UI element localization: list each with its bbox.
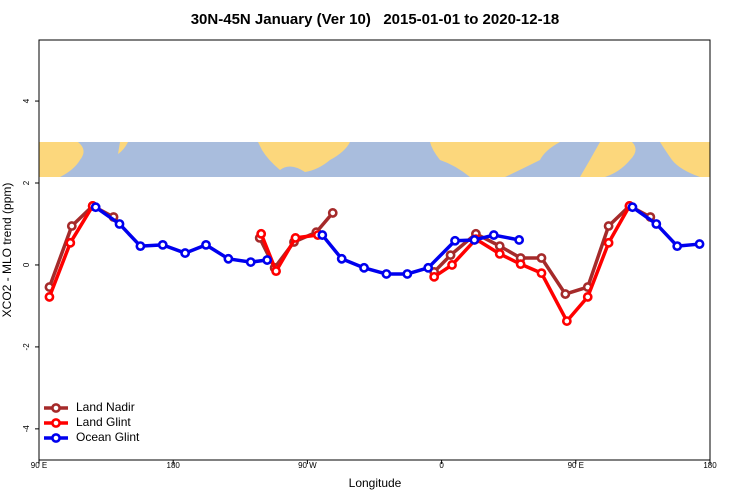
point (515, 259, 526, 270)
legend-marker (51, 418, 61, 428)
y-tick-label: -2 (22, 343, 31, 351)
x-tick-label: 180 (167, 461, 181, 470)
y-tick-label: 4 (22, 98, 31, 103)
chart-title: 30N-45N January (Ver 10) 2015-01-01 to 2… (191, 11, 560, 28)
point (223, 253, 234, 264)
point (359, 262, 369, 273)
y-axis-label: XCO2 - MLO trend (ppm) (0, 183, 14, 318)
point (536, 268, 547, 279)
point (271, 266, 281, 277)
series-line (47, 205, 632, 323)
point (402, 269, 413, 279)
point (327, 208, 338, 218)
point (536, 253, 547, 263)
point (245, 257, 256, 267)
point (672, 241, 683, 252)
world-map-strip (39, 142, 710, 177)
legend-label: Land Glint (76, 415, 131, 429)
x-tick-label: 180 (703, 461, 717, 470)
point (488, 230, 499, 240)
point (256, 228, 267, 239)
point (603, 237, 614, 248)
point (44, 292, 55, 302)
point (90, 202, 101, 213)
x-tick-label: 90 W (298, 461, 317, 470)
point (694, 239, 705, 249)
point (561, 316, 572, 326)
point (201, 239, 211, 250)
point (469, 235, 480, 245)
y-tick-label: 0 (22, 262, 31, 267)
point (317, 230, 328, 240)
point (262, 255, 273, 265)
x-tick-label: 90 E (31, 461, 47, 470)
point (445, 250, 456, 261)
point (423, 262, 434, 273)
legend-marker (51, 403, 61, 413)
point (450, 235, 460, 246)
legend-label: Land Nadir (76, 400, 135, 414)
y-tick-label: 2 (22, 180, 31, 185)
point (494, 241, 505, 252)
point (447, 260, 457, 270)
point (65, 237, 76, 248)
legend-marker (51, 433, 61, 443)
point (180, 248, 191, 258)
point (651, 219, 662, 229)
point (627, 202, 638, 213)
point (560, 289, 571, 299)
point (290, 233, 301, 243)
y-tick-label: -4 (22, 425, 31, 433)
x-tick-label: 90 E (568, 461, 584, 470)
legend-label: Ocean Glint (76, 430, 140, 444)
point (66, 221, 77, 231)
point (603, 221, 614, 231)
point (157, 239, 168, 250)
point (114, 219, 125, 229)
point (381, 269, 392, 279)
point (429, 271, 440, 282)
point (135, 241, 146, 252)
point (582, 292, 593, 302)
x-tick-label: 0 (439, 461, 444, 470)
plot-frame (38, 39, 711, 461)
point (336, 253, 347, 264)
x-axis-label: Longitude (349, 476, 402, 490)
point (514, 235, 525, 245)
point (494, 248, 505, 259)
